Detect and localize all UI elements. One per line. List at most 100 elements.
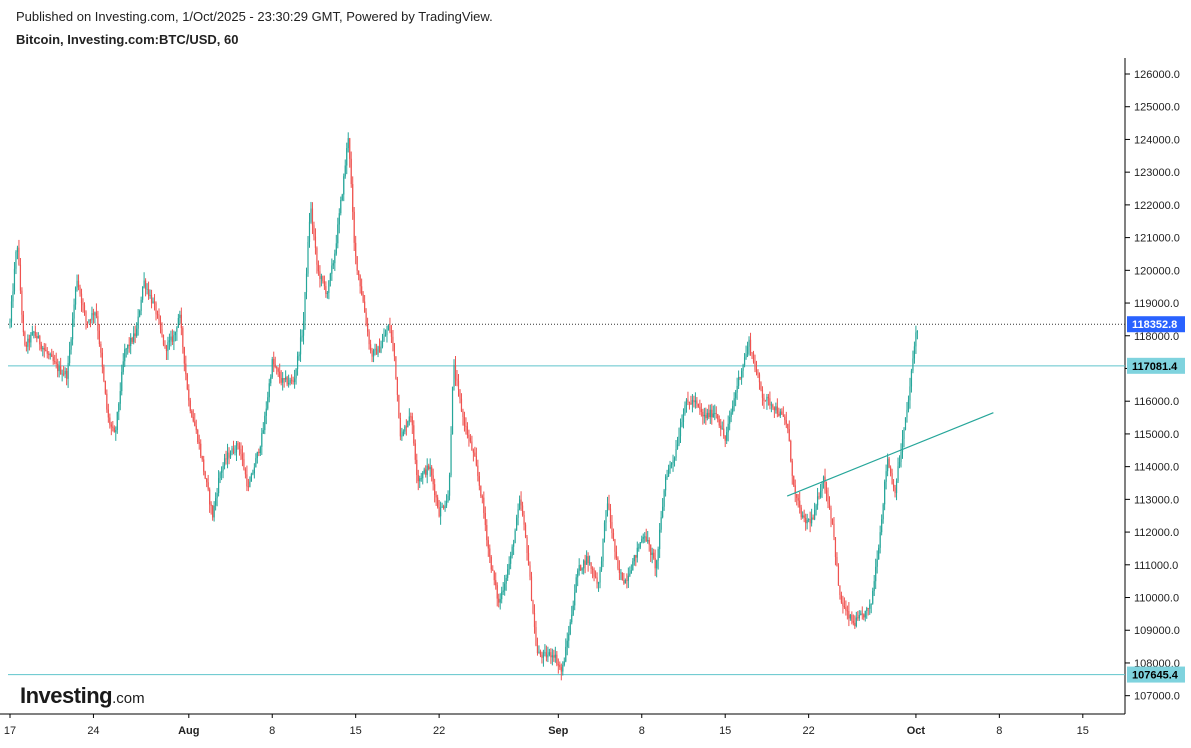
candle-body (910, 370, 913, 387)
candle-body (554, 654, 556, 658)
candle-body (578, 565, 580, 571)
candle-body (89, 319, 92, 321)
candle-body (615, 551, 618, 558)
candle-body (295, 369, 297, 379)
candle-body (717, 414, 719, 420)
candle-body (286, 377, 288, 385)
y-tick-label: 119000.0 (1134, 298, 1179, 310)
candle-body (523, 515, 525, 525)
candle-body (282, 378, 284, 383)
candle-body (469, 437, 472, 442)
candle-body (350, 158, 352, 185)
candle-body (301, 335, 303, 338)
candle-body (690, 402, 692, 405)
candle-body (557, 664, 559, 666)
candle-body (115, 430, 117, 433)
candle-body (755, 369, 758, 373)
candle-body (673, 457, 676, 461)
candle-body (22, 314, 25, 333)
logo-suffix: .com (112, 690, 145, 707)
candle-body (602, 538, 604, 562)
candle-body (185, 363, 187, 375)
candle-body (18, 247, 20, 265)
candle-body (894, 487, 896, 494)
x-tick-label: Sep (548, 725, 568, 737)
candle-body (784, 416, 786, 421)
price-label-text: 117081.4 (1132, 361, 1178, 373)
candle-body (110, 424, 112, 427)
candle-body (194, 421, 196, 426)
price-label-bg (1127, 666, 1185, 683)
candle-body (873, 581, 875, 591)
candle-body (189, 400, 191, 411)
candle-body (739, 377, 741, 379)
candle-body (63, 373, 65, 375)
candle-body (267, 397, 269, 409)
x-tick-label: 17 (4, 725, 16, 737)
candle-body (176, 327, 178, 332)
candle-body (727, 423, 729, 433)
candle-body (518, 499, 521, 510)
candle-body (651, 552, 653, 555)
candle-body (451, 386, 454, 435)
candle-body (374, 348, 376, 351)
candle-body (121, 371, 123, 392)
candle-body (486, 525, 488, 541)
candle-body (343, 176, 345, 195)
candle-body (684, 405, 686, 414)
y-tick-label: 112000.0 (1134, 527, 1179, 539)
candle-body (311, 208, 314, 226)
candle-body (279, 371, 281, 378)
candle-body (706, 412, 708, 419)
candle-body (589, 562, 591, 564)
candle-body (250, 474, 252, 482)
candle-body (235, 442, 238, 453)
candle-body (852, 620, 854, 623)
candle-body (308, 221, 311, 242)
candle-body (392, 336, 394, 344)
candle-body (197, 430, 199, 443)
candle-body (624, 580, 626, 584)
candle-body (159, 320, 162, 329)
candle-body (399, 417, 401, 437)
candle-body (429, 467, 431, 470)
candle-body (772, 404, 774, 408)
candle-body (276, 366, 278, 369)
candle-body (124, 349, 126, 362)
symbol-title: Bitcoin, Investing.com:BTC/USD, 60 (16, 32, 239, 47)
candle-body (331, 265, 333, 274)
candle-body (15, 252, 17, 269)
candle-body (746, 346, 749, 355)
candle-body (681, 422, 683, 427)
candle-body (219, 472, 221, 479)
candle-body (648, 539, 650, 545)
x-tick-label: 8 (996, 725, 1002, 737)
y-tick-label: 113000.0 (1134, 494, 1179, 506)
candle-body (407, 421, 409, 428)
candle-body (203, 459, 205, 472)
candle-body (749, 339, 752, 353)
candle-body (150, 295, 153, 304)
candle-body (559, 664, 561, 668)
candle-body (761, 389, 764, 398)
candle-body (104, 380, 106, 394)
candle-body (383, 336, 385, 341)
y-tick-label: 111000.0 (1134, 560, 1178, 572)
candle-body (475, 456, 477, 466)
candle-body (586, 556, 588, 565)
candle-body (241, 453, 244, 460)
candle-body (860, 613, 862, 616)
candle-body (70, 339, 72, 350)
price-label-bg (1127, 316, 1185, 333)
candle-body (10, 301, 13, 322)
y-tick-label: 118000.0 (1134, 331, 1179, 343)
candle-body (404, 426, 406, 432)
candle-body (256, 451, 258, 459)
candle-body (572, 605, 574, 615)
candle-body (913, 346, 916, 359)
candle-body (855, 617, 857, 627)
candle-body (149, 295, 151, 296)
horizontal-levels (8, 323, 1125, 676)
candle-body (583, 560, 585, 569)
